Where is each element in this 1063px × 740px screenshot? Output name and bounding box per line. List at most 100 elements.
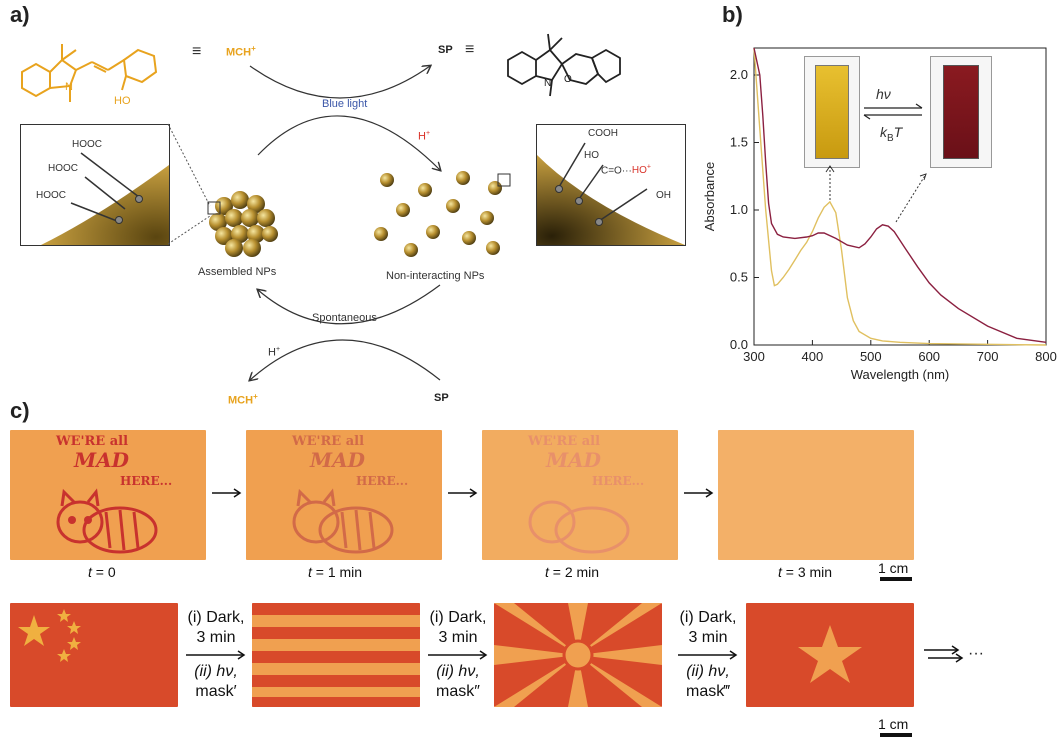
series-line-1 <box>753 47 1047 343</box>
y-tick-label: 0.5 <box>730 270 748 285</box>
y-tick-label: 2.0 <box>730 67 748 82</box>
right-ligand-oh: OH <box>656 190 671 201</box>
flag-star <box>746 603 914 707</box>
left-ligand-2: HOOC <box>48 163 78 174</box>
step-arrow-2 <box>428 650 488 660</box>
equilibrium-arrows <box>863 103 923 120</box>
photo-t3 <box>718 430 914 560</box>
print-text-1b: WE'RE all <box>292 434 365 449</box>
mch-n: N <box>65 81 73 93</box>
panel-c-label: c) <box>10 398 30 423</box>
h-plus-bottom: H+ <box>268 346 281 359</box>
stripes-art <box>252 603 420 707</box>
sp-label-top: SP <box>438 44 453 56</box>
x-tick-label: 400 <box>802 349 824 364</box>
y-tick-label: 1.5 <box>730 135 748 150</box>
time-label-1: t = 1 min <box>308 564 363 580</box>
continue-ellipsis: ··· <box>968 645 984 662</box>
scale-bar-1 <box>880 577 912 581</box>
arrow-2 <box>448 488 478 498</box>
step-arrow-3 <box>678 650 738 660</box>
print-text-3: HERE... <box>120 474 173 488</box>
equiv-left: ≡ <box>192 43 202 60</box>
equiv-right: ≡ <box>465 41 475 58</box>
reaction-arcs <box>0 0 720 420</box>
sp-structure: N O <box>507 33 621 97</box>
right-ligand-cooh: COOH <box>588 128 618 139</box>
print-text-2b: MAD <box>310 448 365 472</box>
print-text-1: WE'RE all <box>56 434 129 449</box>
flag-stripes <box>252 603 420 707</box>
x-tick-label: 500 <box>860 349 882 364</box>
x-tick-label: 800 <box>1035 349 1057 364</box>
left-zoom-box <box>20 124 170 246</box>
zoom-dotted-lines <box>167 123 211 245</box>
panel-a-label: a) <box>10 2 30 27</box>
mch-oh: HO <box>114 95 131 107</box>
print-text-2c: MAD <box>546 448 601 472</box>
cuvette-yellow-photo <box>804 56 860 168</box>
mch-structure: N HO <box>21 44 158 107</box>
photo-t0: WE'RE all MAD HERE... <box>10 430 206 560</box>
step-block-3: (i) Dark, 3 min (ii) hν, mask‴ <box>670 608 746 702</box>
photo-t1: WE'RE all MAD HERE... <box>246 430 442 560</box>
print-text-3c: HERE... <box>592 474 645 488</box>
noninteracting-nps <box>374 171 511 257</box>
step-arrow-1 <box>186 650 246 660</box>
print-text-1c: WE'RE all <box>528 434 601 449</box>
x-tick-label: 300 <box>743 349 765 364</box>
photo-t2: WE'RE all MAD HERE... <box>482 430 678 560</box>
panel-b-label: b) <box>722 2 743 27</box>
china-stars <box>18 609 81 662</box>
chart-ylabel: Absorbance <box>702 162 717 231</box>
continue-arrows <box>924 645 964 663</box>
print-text-3b: HERE... <box>356 474 409 488</box>
sp-label-bottom: SP <box>434 392 449 404</box>
star-art <box>798 625 862 683</box>
sun-art <box>494 603 662 707</box>
sp-n: N <box>544 78 551 89</box>
right-zoom-art <box>537 142 685 245</box>
cat-print-faded <box>292 488 394 554</box>
assembled-nps <box>207 191 278 257</box>
scale-label-2: 1 cm <box>878 716 909 732</box>
mch-label-top: MCH+ <box>226 44 256 59</box>
flag-sun <box>494 603 662 707</box>
step-block-1: (i) Dark, 3 min (ii) hν, mask′ <box>180 608 252 702</box>
left-zoom-art <box>41 152 169 245</box>
kbt-label: kBT <box>880 124 903 144</box>
mch-label-bottom: MCH+ <box>228 392 258 407</box>
absorbance-chart: 300 400 500 600 700 800 0.0 0.5 1.0 1.5 2.0 Wavele… <box>702 47 1057 382</box>
arrow-3 <box>684 488 714 498</box>
y-tick-label: 0.0 <box>730 337 748 352</box>
hv-label: hν <box>876 86 891 102</box>
sp-o: O <box>564 74 572 85</box>
right-ligand-ho: HO <box>584 150 599 161</box>
blue-light-label: Blue light <box>322 98 368 110</box>
time-label-2: t = 2 min <box>545 564 600 580</box>
right-ligand-co: C=O···HO+ <box>601 164 651 177</box>
step-block-2: (i) Dark, 3 min (ii) hν, mask″ <box>422 608 494 702</box>
right-zoom-box <box>536 124 686 246</box>
left-ligand-3: HOOC <box>36 190 66 201</box>
cuvette-red-photo <box>930 56 992 168</box>
time-label-0: t = 0 <box>88 564 116 580</box>
h-plus-red: H+ <box>418 130 431 143</box>
spontaneous-label: Spontaneous <box>312 312 377 324</box>
x-tick-label: 600 <box>918 349 940 364</box>
cat-print <box>56 488 158 554</box>
chart-xlabel: Wavelength (nm) <box>851 367 950 382</box>
flag-china <box>10 603 178 707</box>
x-tick-label: 700 <box>977 349 999 364</box>
series-line-0 <box>753 47 1047 346</box>
print-text-2: MAD <box>74 448 129 472</box>
cat-print-very-faded <box>528 500 630 554</box>
y-tick-label: 1.0 <box>730 202 748 217</box>
cuvette-yellow-liquid <box>815 65 849 159</box>
scale-label-1: 1 cm <box>878 560 909 576</box>
noninteracting-label: Non-interacting NPs <box>386 270 485 282</box>
left-ligand-1: HOOC <box>72 139 102 150</box>
cuvette-red-liquid <box>943 65 979 159</box>
cuvette-pointer-lines <box>825 165 927 223</box>
plot-frame <box>753 47 1047 346</box>
